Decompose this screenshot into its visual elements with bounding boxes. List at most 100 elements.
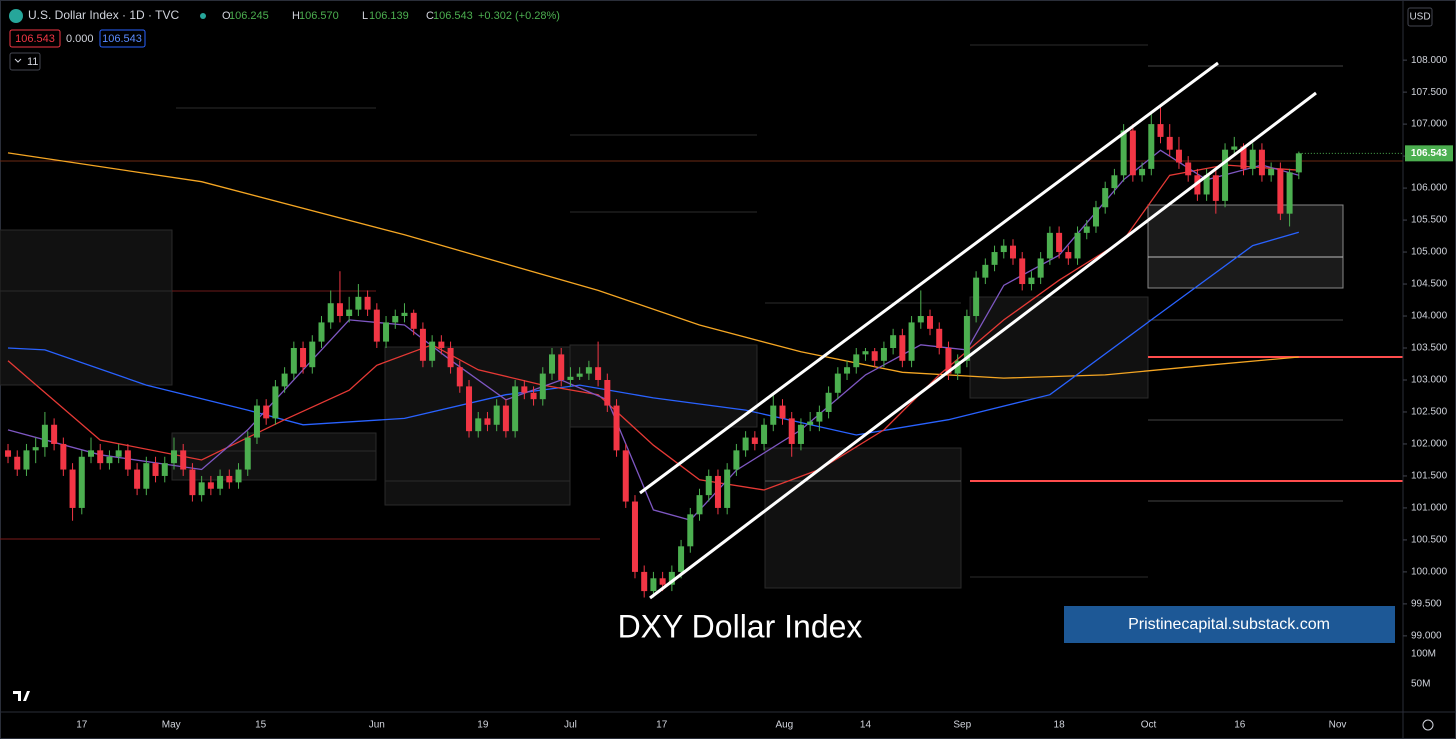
ask-box [99, 29, 146, 48]
candle-body [1056, 232, 1063, 253]
candle-body [466, 386, 473, 432]
candle-body [429, 341, 436, 361]
candle-body [1194, 175, 1201, 195]
indicators-count[interactable]: 11 [27, 56, 38, 68]
candle-body [1019, 258, 1026, 285]
candle-body [217, 475, 224, 489]
x-tick-label: 17 [76, 720, 88, 731]
ohlc-key: C [426, 10, 434, 22]
candle-body [1185, 162, 1192, 176]
candle-body [502, 405, 509, 432]
candle-body [1129, 130, 1136, 176]
chevron [14, 58, 22, 63]
indicators-box[interactable] [9, 52, 41, 71]
candle-body [438, 341, 445, 349]
candle-body [871, 351, 878, 361]
candle-body [493, 405, 500, 425]
candle-body [5, 450, 12, 457]
x-tick-label: Oct [1141, 720, 1157, 731]
candle-body [78, 456, 85, 508]
ohlc-key: H [292, 10, 300, 22]
candle-body [300, 348, 307, 368]
candle-body [659, 578, 666, 585]
candle-body [124, 450, 131, 470]
candle-body [844, 367, 851, 374]
candle-body [364, 296, 371, 310]
candle-body [1277, 168, 1284, 214]
candle-body [419, 328, 426, 361]
settings-icon[interactable] [1422, 719, 1434, 731]
y-tick-label: 104.000 [1411, 311, 1448, 322]
candle-body [945, 348, 952, 374]
symbol-title: U.S. Dollar Index · 1D · TVC [28, 8, 179, 22]
candle-body [512, 386, 519, 432]
candle-body [678, 546, 685, 572]
candle-body [41, 424, 48, 448]
candle-body [788, 418, 795, 444]
y-tick-label: 105.500 [1411, 215, 1448, 226]
candle-body [604, 379, 611, 406]
x-tick-label: 16 [1234, 720, 1246, 731]
x-tick-label: 15 [255, 720, 267, 731]
ask: 106.543 [102, 33, 142, 45]
candle-body [742, 437, 749, 451]
currency-box[interactable] [1407, 7, 1433, 27]
candle-body [1222, 149, 1229, 201]
zone [1147, 204, 1344, 289]
candle-body [853, 354, 860, 368]
bid-box [9, 29, 61, 48]
candle-body [401, 312, 408, 317]
candle-body [567, 376, 574, 380]
y-tick-label: 99.500 [1411, 599, 1442, 610]
x-tick-label: 18 [1054, 720, 1066, 731]
candle-body [631, 501, 638, 572]
candle-body [309, 341, 316, 368]
y-tick-label: 101.500 [1411, 471, 1448, 482]
x-tick-label: Jun [369, 720, 385, 731]
candle-body [1083, 226, 1090, 233]
currency[interactable]: USD [1409, 12, 1430, 23]
candle-body [170, 450, 177, 464]
zone [171, 432, 377, 481]
candle-body [807, 421, 814, 425]
candle-body [834, 373, 841, 393]
plot [5, 104, 1302, 598]
candle-body [69, 469, 76, 508]
candle-body [484, 418, 491, 425]
candle-body [1268, 168, 1275, 176]
candle-body [32, 447, 39, 451]
moving-average [7, 231, 1299, 436]
candle-body [336, 303, 343, 317]
spread: 0.000 [66, 33, 94, 45]
candle-body [152, 463, 159, 476]
y-tick-label: 107.000 [1411, 119, 1448, 130]
candle-body [880, 348, 887, 361]
symbol-icon [9, 9, 23, 23]
levels [0, 44, 1403, 578]
candle-body [1074, 232, 1081, 259]
x-tick-label: Sep [953, 720, 971, 731]
candle-body [724, 469, 731, 508]
candle-body [1258, 149, 1265, 176]
candle-body [687, 514, 694, 547]
candle-body [134, 469, 141, 489]
candle-body [770, 405, 777, 425]
candle-body [1046, 232, 1053, 259]
candle-body [973, 277, 980, 317]
candle-body [530, 392, 537, 400]
candle-body [1212, 175, 1219, 201]
candle-body [595, 367, 602, 380]
candle-body [558, 354, 565, 380]
x-tick-label: Nov [1329, 720, 1347, 731]
x-tick-label: May [162, 720, 181, 731]
zone [764, 447, 962, 589]
y-tick-label: 105.000 [1411, 247, 1448, 258]
candle-body [318, 322, 325, 342]
y-tick-label: 102.000 [1411, 439, 1448, 450]
candle-body [143, 463, 150, 489]
y-tick-label: 108.000 [1411, 55, 1448, 66]
candle-body [761, 424, 768, 444]
candle-body [1295, 153, 1302, 173]
